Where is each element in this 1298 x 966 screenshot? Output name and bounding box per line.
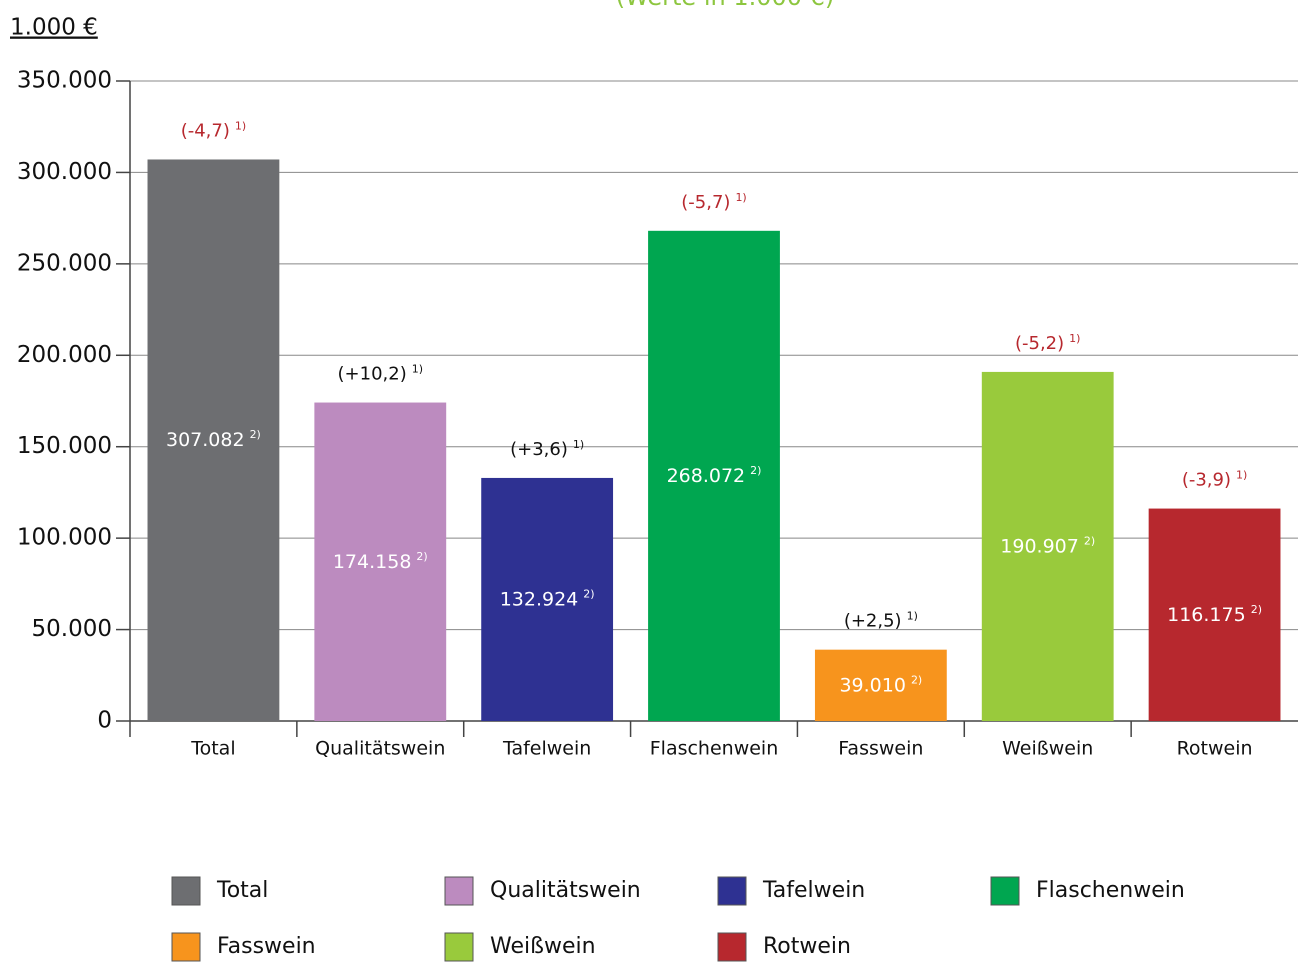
- value-label-text: 268.072: [667, 464, 746, 486]
- bar: [147, 159, 280, 721]
- annotation-note: 1): [412, 363, 423, 376]
- x-tick-label: Weißwein: [1002, 738, 1093, 760]
- value-label-note: 2): [1251, 603, 1262, 616]
- value-label: 174.158 2): [333, 550, 428, 573]
- annotation-text: (-5,2): [1015, 333, 1064, 354]
- legend-swatch: [444, 876, 474, 906]
- bar: [1148, 508, 1281, 721]
- annotation: (-3,9) 1): [1182, 469, 1247, 491]
- y-tick-label: 150.000: [17, 433, 112, 459]
- y-tick-label: 350.000: [17, 68, 112, 94]
- y-tick-label: 250.000: [17, 250, 112, 276]
- annotation: (-5,7) 1): [681, 191, 746, 213]
- legend-label: Flaschenwein: [1036, 878, 1185, 903]
- bar: [814, 649, 947, 721]
- legend-swatch: [717, 932, 747, 962]
- annotation-text: (+10,2): [338, 364, 407, 385]
- value-label: 39.010 2): [839, 673, 922, 696]
- value-label: 268.072 2): [667, 464, 762, 487]
- x-tick-label: Total: [190, 738, 235, 760]
- legend-swatch: [171, 876, 201, 906]
- annotation-note: 1): [235, 119, 246, 132]
- value-label-note: 2): [250, 428, 261, 441]
- x-tick-label: Fasswein: [838, 738, 923, 760]
- value-label-note: 2): [583, 587, 594, 600]
- annotation-text: (-3,9): [1182, 470, 1231, 491]
- annotation-text: (-5,7): [681, 192, 730, 213]
- bar: [981, 371, 1114, 721]
- legend-swatch: [171, 932, 201, 962]
- annotation-note: 1): [1069, 332, 1080, 345]
- value-label: 307.082 2): [166, 428, 261, 451]
- annotation-note: 1): [1236, 469, 1247, 482]
- legend-swatch: [990, 876, 1020, 906]
- x-tick-label: Rotwein: [1177, 738, 1253, 760]
- y-axis-label: 1.000 €: [10, 15, 98, 41]
- value-label-text: 39.010: [839, 674, 905, 696]
- y-tick-label: 300.000: [17, 159, 112, 185]
- value-label: 116.175 2): [1167, 603, 1262, 626]
- y-tick-label: 50.000: [32, 616, 112, 642]
- value-label-text: 174.158: [333, 550, 412, 572]
- annotation: (+10,2) 1): [338, 363, 424, 385]
- bar: [314, 402, 447, 721]
- legend-label: Total: [216, 878, 268, 903]
- y-tick-label: 0: [97, 708, 112, 734]
- legend-label: Fasswein: [217, 934, 316, 959]
- value-label-text: 190.907: [1000, 535, 1079, 557]
- y-tick-label: 200.000: [17, 342, 112, 368]
- value-label: 132.924 2): [500, 587, 595, 610]
- annotation: (+2,5) 1): [844, 610, 918, 632]
- value-label-text: 307.082: [166, 429, 245, 451]
- annotation: (-4,7) 1): [181, 119, 246, 141]
- value-label-note: 2): [416, 550, 427, 563]
- value-label-note: 2): [750, 464, 761, 477]
- annotation-text: (+2,5): [844, 611, 902, 632]
- value-label-text: 132.924: [500, 588, 579, 610]
- legend-label: Qualitätswein: [490, 878, 641, 903]
- annotation: (+3,6) 1): [510, 438, 584, 460]
- bar: [481, 477, 614, 721]
- legend-swatch: [444, 932, 474, 962]
- legend-swatch: [717, 876, 747, 906]
- annotation: (-5,2) 1): [1015, 332, 1080, 354]
- annotation-note: 1): [735, 191, 746, 204]
- y-tick-label: 100.000: [17, 525, 112, 551]
- x-tick-label: Flaschenwein: [650, 738, 779, 760]
- legend-label: Tafelwein: [762, 878, 865, 903]
- annotation-text: (+3,6): [510, 439, 568, 460]
- value-label-note: 2): [1084, 534, 1095, 547]
- value-label: 190.907 2): [1000, 534, 1095, 557]
- annotation-text: (-4,7): [181, 120, 230, 141]
- chart-subtitle: (Werte in 1.000 €): [616, 0, 835, 11]
- annotation-note: 1): [907, 610, 918, 623]
- legend-label: Weißwein: [490, 934, 596, 959]
- value-label-note: 2): [911, 673, 922, 686]
- x-tick-label: Qualitätswein: [315, 738, 445, 760]
- annotation-note: 1): [573, 438, 584, 451]
- bar: [648, 230, 780, 721]
- value-label-text: 116.175: [1167, 603, 1246, 625]
- x-tick-label: Tafelwein: [502, 738, 591, 760]
- legend-label: Rotwein: [763, 934, 851, 959]
